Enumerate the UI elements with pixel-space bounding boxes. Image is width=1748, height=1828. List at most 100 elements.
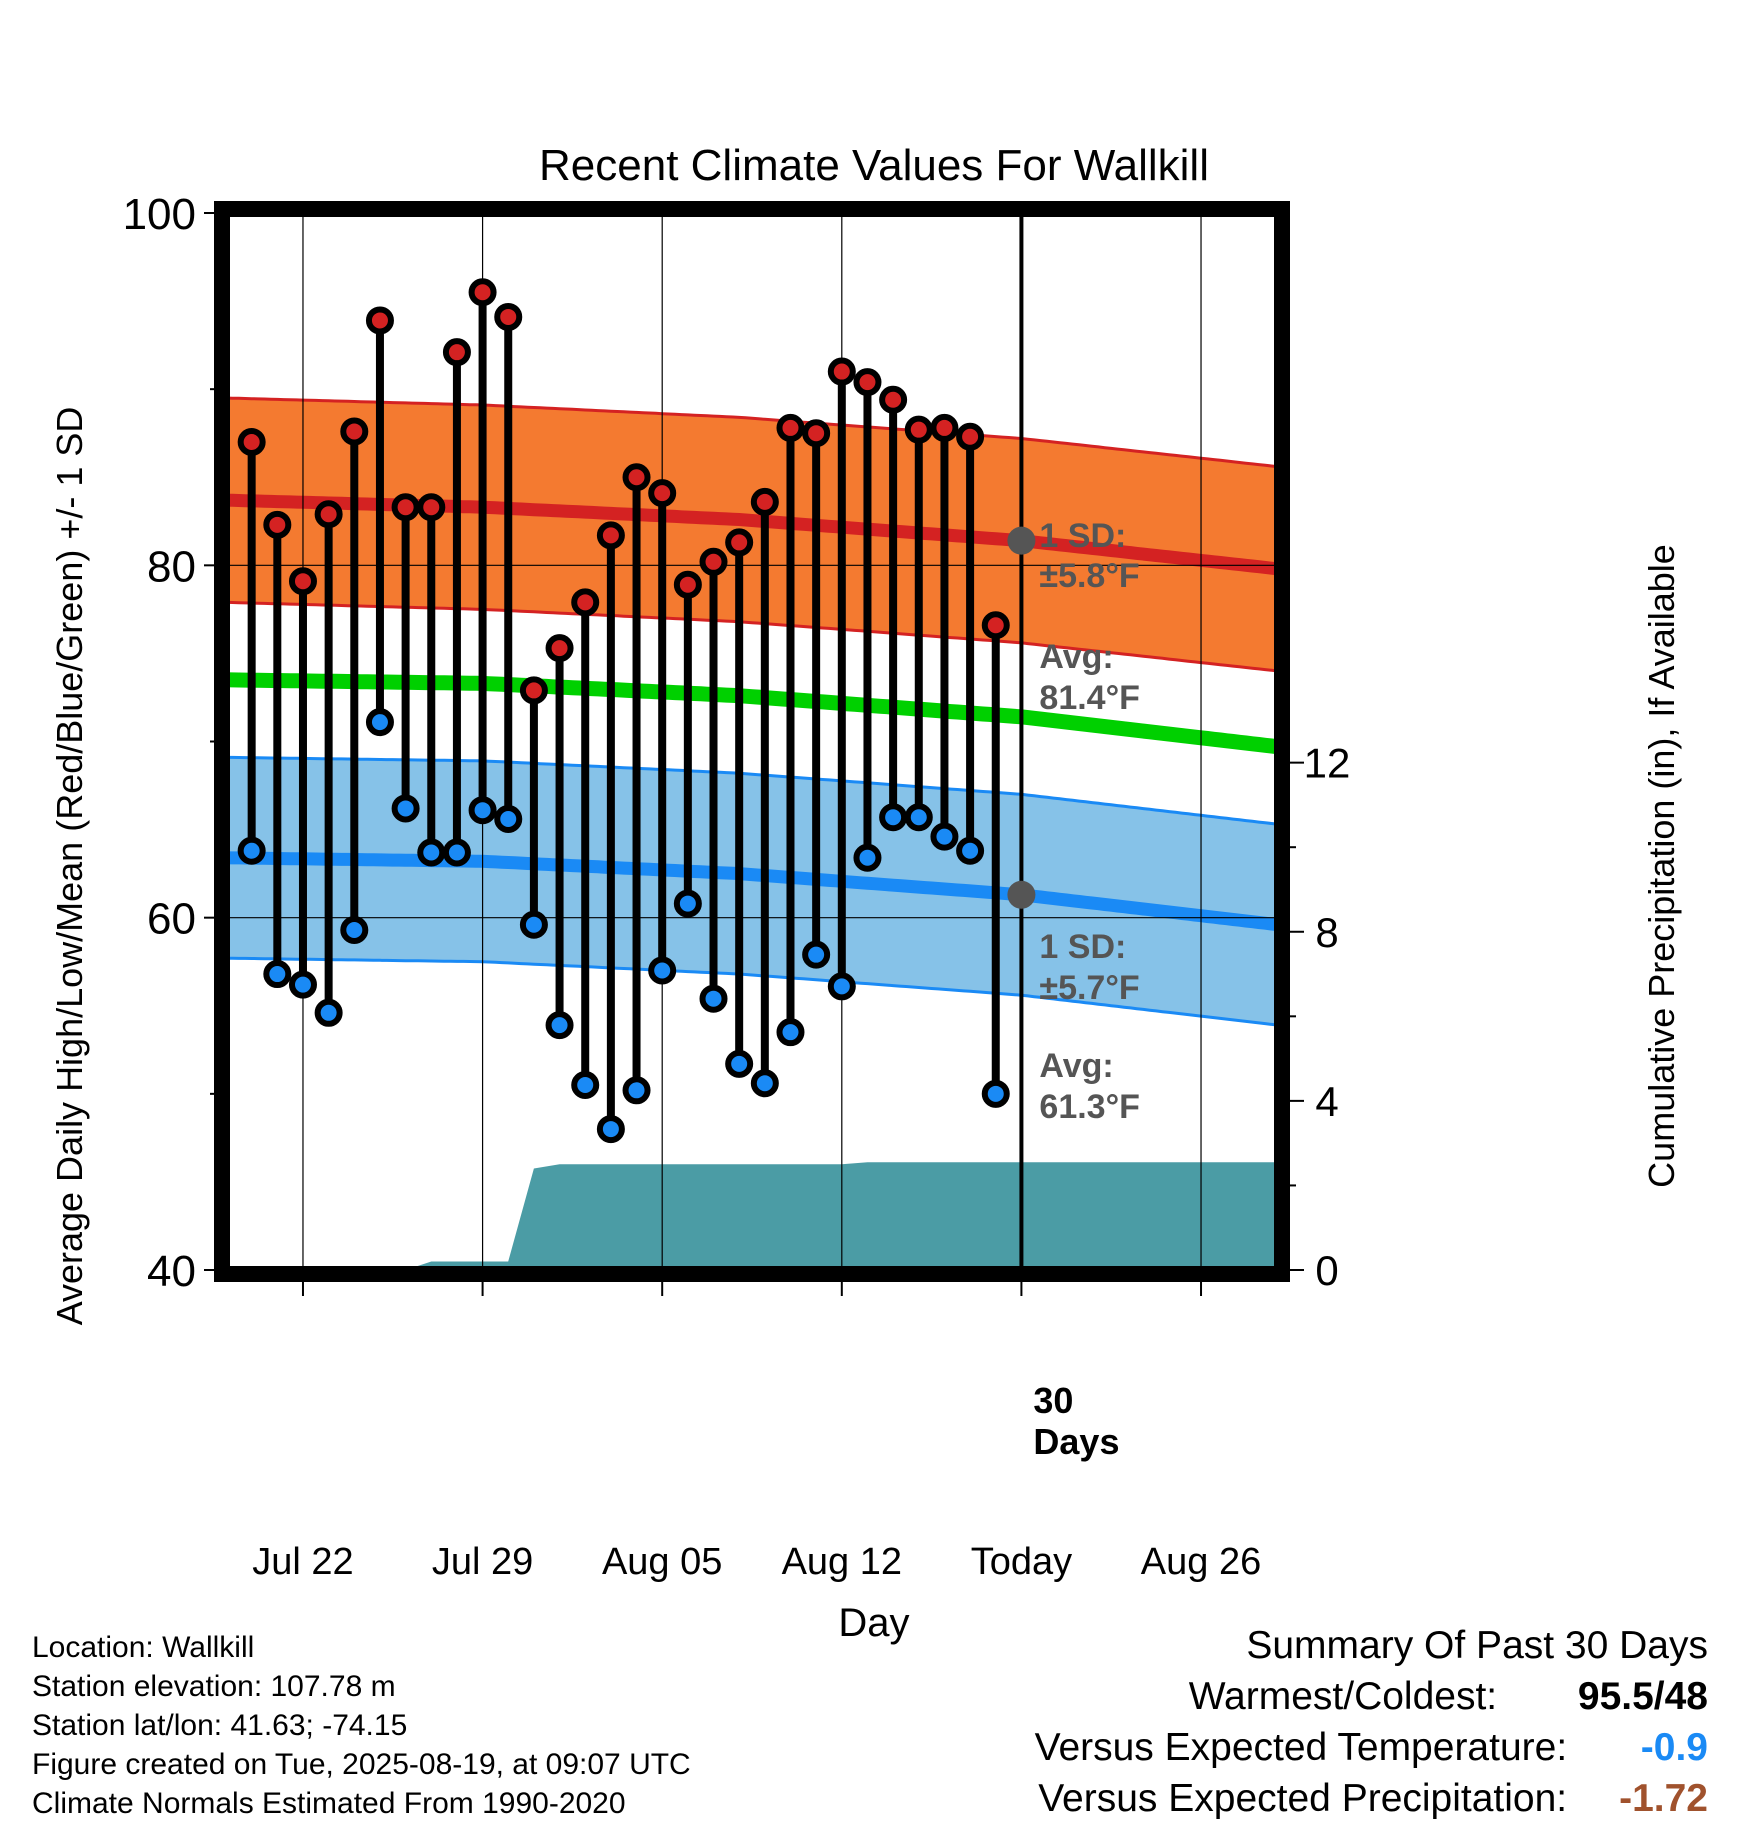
daily-low-point [365, 708, 394, 737]
daily-low-point [417, 838, 446, 867]
chart-title: Recent Climate Values For Wallkill [539, 141, 1209, 190]
location-text: Location: Wallkill [32, 1631, 255, 1664]
x-tick-label: Aug 05 [602, 1541, 722, 1583]
daily-low-point [263, 960, 292, 989]
high-normal-band [226, 398, 1278, 671]
daily-high-point [879, 385, 908, 414]
low-normal-band-upper-edge [226, 755, 1278, 826]
daily-high-point [545, 634, 574, 663]
low-avg-value: 61.3°F [1039, 1088, 1140, 1126]
elevation-text: Station elevation: 107.78 m [32, 1670, 396, 1703]
axes: 100 80 60 40 0 4 8 12 Jul 22 Jul 29 Aug 05 Aug 12 To… [123, 190, 1351, 1583]
daily-high-point [519, 676, 548, 705]
daily-low-point [571, 1071, 600, 1100]
daily-low-point [519, 910, 548, 939]
daily-high-point [930, 413, 959, 442]
x-tick-label: Today [971, 1541, 1072, 1583]
daily-high-point [468, 278, 497, 307]
summary-panel: Summary Of Past 30 Days Warmest/Coldest:… [1035, 1620, 1708, 1824]
high-sd-value: ±5.8°F [1039, 557, 1139, 595]
daily-low-point [904, 803, 933, 832]
today-high-normal-marker [1007, 526, 1036, 555]
daily-low-point [468, 796, 497, 825]
daily-high-point [725, 528, 754, 557]
y-axis-label-right: Cumulative Precipitation (in), If Availa… [1641, 544, 1682, 1188]
daily-high-point [365, 306, 394, 335]
summary-warmest-row: Warmest/Coldest: 95.5/48 [1035, 1671, 1708, 1722]
daily-low-point [956, 836, 985, 865]
daily-high-point [981, 611, 1010, 640]
daily-low-point [827, 972, 856, 1001]
daily-high-point [391, 493, 420, 522]
summary-warmest-value: 95.5/48 [1577, 1675, 1708, 1718]
y-tick-label-left: 40 [147, 1247, 196, 1296]
station-info: Location: Wallkill Station elevation: 10… [32, 1628, 691, 1823]
y-tick-label-right: 0 [1315, 1247, 1338, 1294]
daily-low-point [314, 998, 343, 1027]
y-tick-label-left: 80 [147, 542, 196, 591]
daily-high-point [802, 419, 831, 448]
high-normal-band-upper-edge [226, 396, 1278, 469]
daily-low-point [879, 803, 908, 832]
daily-high-point [648, 479, 677, 508]
daily-high-point [750, 487, 779, 516]
daily-low-point [340, 915, 369, 944]
y-tick-label-left: 60 [147, 895, 196, 944]
high-avg-label: Avg: [1039, 638, 1113, 676]
summary-temp-label: Versus Expected Temperature: [1034, 1726, 1568, 1769]
daily-low-point [673, 889, 702, 918]
daily-low-point [622, 1076, 651, 1105]
daily-high-point [622, 463, 651, 492]
high-sd-label: 1 SD: [1039, 517, 1126, 555]
y-tick-label-right: 8 [1315, 909, 1338, 956]
daily-low-point [545, 1011, 574, 1040]
daily-low-point [853, 843, 882, 872]
daily-low-point [699, 984, 728, 1013]
daily-high-point [699, 547, 728, 576]
low-avg-label: Avg: [1039, 1047, 1113, 1085]
daily-low-point [802, 940, 831, 969]
y-tick-label-right: 4 [1315, 1078, 1338, 1125]
x-tick-label: Jul 29 [432, 1541, 533, 1583]
daily-high-point [673, 570, 702, 599]
daily-high-point [314, 500, 343, 529]
daily-low-point [776, 1018, 805, 1047]
daily-high-point [596, 521, 625, 550]
summary-warmest-label: Warmest/Coldest: [1188, 1675, 1498, 1718]
daily-low-point [494, 805, 523, 834]
summary-precip-row: Versus Expected Precipitation: -1.72 [1035, 1773, 1708, 1824]
daily-low-point [981, 1079, 1010, 1108]
mean-normal-line [226, 672, 1278, 755]
daily-low-point [391, 794, 420, 823]
created-text: Figure created on Tue, 2025-08-19, at 09… [32, 1748, 691, 1781]
x-tick-label: Aug 12 [782, 1541, 902, 1583]
latlon-text: Station lat/lon: 41.63; -74.15 [32, 1709, 408, 1742]
daily-low-point [930, 822, 959, 851]
daily-high-point [263, 510, 292, 539]
low-normal-line [226, 851, 1278, 932]
summary-temp-row: Versus Expected Temperature: -0.9 [1035, 1722, 1708, 1773]
daily-high-point [956, 422, 985, 451]
daily-high-point [904, 415, 933, 444]
daily-high-point [776, 413, 805, 442]
x-axis-label: Day [838, 1601, 909, 1645]
daily-high-point [853, 368, 882, 397]
daily-low-point [596, 1115, 625, 1144]
precip-area [226, 1162, 1278, 1270]
y-axis-label-left: Average Daily High/Low/Mean (Red/Blue/Gr… [49, 407, 90, 1326]
daily-low-point [725, 1049, 754, 1078]
high-normal-band-lower-edge [226, 600, 1278, 673]
daily-high-point [340, 417, 369, 446]
low-normal-band-lower-edge [226, 956, 1278, 1027]
daily-high-point [571, 588, 600, 617]
daily-low-point [750, 1069, 779, 1098]
days-count-number: 30 [1033, 1380, 1073, 1421]
daily-high-point [494, 302, 523, 331]
summary-precip-value: -1.72 [1619, 1777, 1708, 1820]
daily-high-point [288, 567, 317, 596]
daily-low-point [442, 838, 471, 867]
days-count-word: Days [1033, 1421, 1119, 1462]
x-tick-label: Jul 22 [252, 1541, 353, 1583]
daily-high-point [237, 428, 266, 457]
